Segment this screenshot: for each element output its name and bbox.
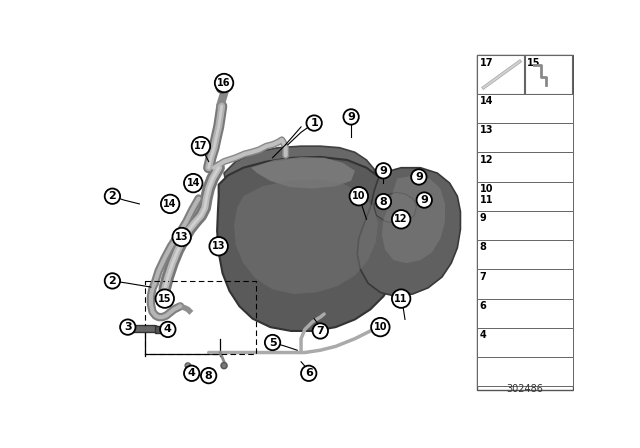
Text: 12: 12: [394, 214, 408, 224]
Text: 9: 9: [420, 195, 428, 205]
Text: 12: 12: [480, 155, 493, 164]
Text: 4: 4: [188, 368, 196, 378]
Polygon shape: [357, 168, 460, 296]
Circle shape: [376, 194, 391, 209]
Bar: [477, 357, 573, 386]
Polygon shape: [374, 192, 417, 223]
Circle shape: [201, 368, 216, 383]
Circle shape: [105, 273, 120, 289]
Text: 14: 14: [480, 96, 493, 106]
Text: 17: 17: [194, 141, 208, 151]
Text: 4: 4: [480, 330, 486, 340]
Circle shape: [221, 362, 227, 369]
Circle shape: [105, 189, 120, 204]
Text: 13: 13: [212, 241, 225, 251]
Circle shape: [209, 237, 228, 255]
Bar: [477, 55, 524, 94]
Circle shape: [392, 210, 410, 228]
Bar: [477, 269, 573, 299]
Text: 5: 5: [269, 337, 276, 348]
Circle shape: [120, 319, 136, 335]
Circle shape: [160, 322, 175, 337]
Circle shape: [392, 289, 410, 308]
Bar: [477, 152, 573, 181]
Text: 9: 9: [380, 166, 387, 176]
Circle shape: [184, 174, 202, 192]
Text: 13: 13: [480, 125, 493, 135]
Polygon shape: [224, 146, 376, 206]
Circle shape: [192, 137, 210, 155]
Circle shape: [216, 82, 227, 93]
Text: 7: 7: [480, 271, 486, 282]
Circle shape: [371, 318, 390, 336]
Bar: [477, 240, 573, 269]
Text: 7: 7: [316, 326, 324, 336]
Circle shape: [161, 195, 179, 213]
Text: 4: 4: [164, 324, 172, 334]
Text: 8: 8: [380, 197, 387, 207]
Bar: [477, 94, 573, 123]
Text: 10
11: 10 11: [480, 184, 493, 206]
Text: 16: 16: [218, 78, 231, 88]
Text: 9: 9: [480, 213, 486, 223]
Bar: [477, 123, 573, 152]
Circle shape: [411, 169, 427, 185]
Bar: [477, 299, 573, 328]
Text: 14: 14: [163, 199, 177, 209]
Bar: [145, 281, 257, 354]
Polygon shape: [382, 176, 445, 263]
Bar: [477, 55, 573, 390]
Text: 2: 2: [109, 276, 116, 286]
Text: 1: 1: [310, 118, 318, 128]
Text: 15: 15: [158, 293, 172, 304]
Circle shape: [312, 323, 328, 339]
Circle shape: [417, 192, 432, 208]
Circle shape: [156, 289, 174, 308]
Circle shape: [301, 366, 316, 381]
Circle shape: [265, 335, 280, 350]
Polygon shape: [234, 179, 378, 294]
Bar: [477, 211, 573, 240]
Text: 302486: 302486: [507, 384, 543, 394]
Polygon shape: [217, 157, 405, 331]
Circle shape: [376, 163, 391, 178]
Circle shape: [349, 187, 368, 206]
Bar: [525, 55, 572, 94]
Text: 8: 8: [480, 242, 486, 252]
Text: 10: 10: [374, 322, 387, 332]
Circle shape: [307, 116, 322, 131]
Bar: [155, 326, 172, 332]
Text: 9: 9: [347, 112, 355, 122]
Text: 6: 6: [480, 301, 486, 311]
Text: 14: 14: [186, 178, 200, 188]
Text: 10: 10: [352, 191, 365, 201]
Circle shape: [172, 228, 191, 246]
Text: 15: 15: [527, 58, 540, 68]
Bar: [477, 181, 573, 211]
Polygon shape: [251, 157, 355, 189]
Text: 8: 8: [205, 370, 212, 381]
Text: 17: 17: [480, 58, 493, 68]
Circle shape: [344, 109, 359, 125]
Bar: [477, 328, 573, 357]
Text: 13: 13: [175, 232, 188, 242]
Text: 3: 3: [124, 322, 132, 332]
Circle shape: [184, 366, 200, 381]
Text: 9: 9: [415, 172, 423, 182]
Text: 2: 2: [109, 191, 116, 201]
Circle shape: [215, 74, 234, 92]
Text: 11: 11: [394, 293, 408, 304]
Text: 6: 6: [305, 368, 313, 378]
